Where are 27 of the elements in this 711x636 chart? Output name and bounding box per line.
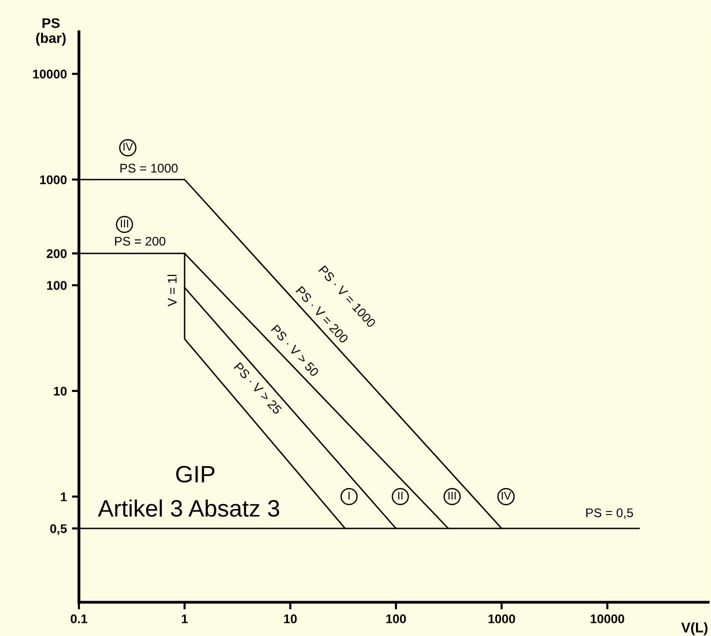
annotation: II xyxy=(398,492,402,500)
y-tick-label: 100 xyxy=(47,281,67,290)
annotation: IV xyxy=(502,492,512,500)
y-tick-label: 10000 xyxy=(33,70,67,79)
y-axis-title: PS (bar) xyxy=(36,18,66,46)
x-axis-title: V(L) xyxy=(681,622,708,636)
x-tick-label: 10000 xyxy=(590,614,624,624)
annotation: I xyxy=(348,492,350,500)
annotation: IV xyxy=(124,142,133,151)
annotation: III xyxy=(448,492,456,500)
y-tick-label: 0,5 xyxy=(50,524,67,535)
y-tick-label: 1000 xyxy=(40,175,67,184)
x-tick-label: 100 xyxy=(386,614,406,624)
x-tick-label: 1000 xyxy=(488,614,516,624)
annotation: Artikel 3 Absatz 3 xyxy=(98,499,280,517)
y-tick-label: 10 xyxy=(54,386,67,396)
annotation: PS = 1000 xyxy=(120,164,178,173)
y-tick-label: 200 xyxy=(46,249,67,258)
x-tick-label: 1 xyxy=(182,614,188,624)
annotation: V = 1l xyxy=(167,274,177,306)
annotation: PS = 0,5 xyxy=(586,508,633,519)
x-tick-label: 10 xyxy=(284,614,297,624)
annotation: PS = 200 xyxy=(115,236,166,246)
annotation: III xyxy=(120,220,128,228)
y-tick-label: 1 xyxy=(60,492,67,502)
annotation: GIP xyxy=(176,466,214,483)
x-tick-label: 0.1 xyxy=(70,614,88,624)
